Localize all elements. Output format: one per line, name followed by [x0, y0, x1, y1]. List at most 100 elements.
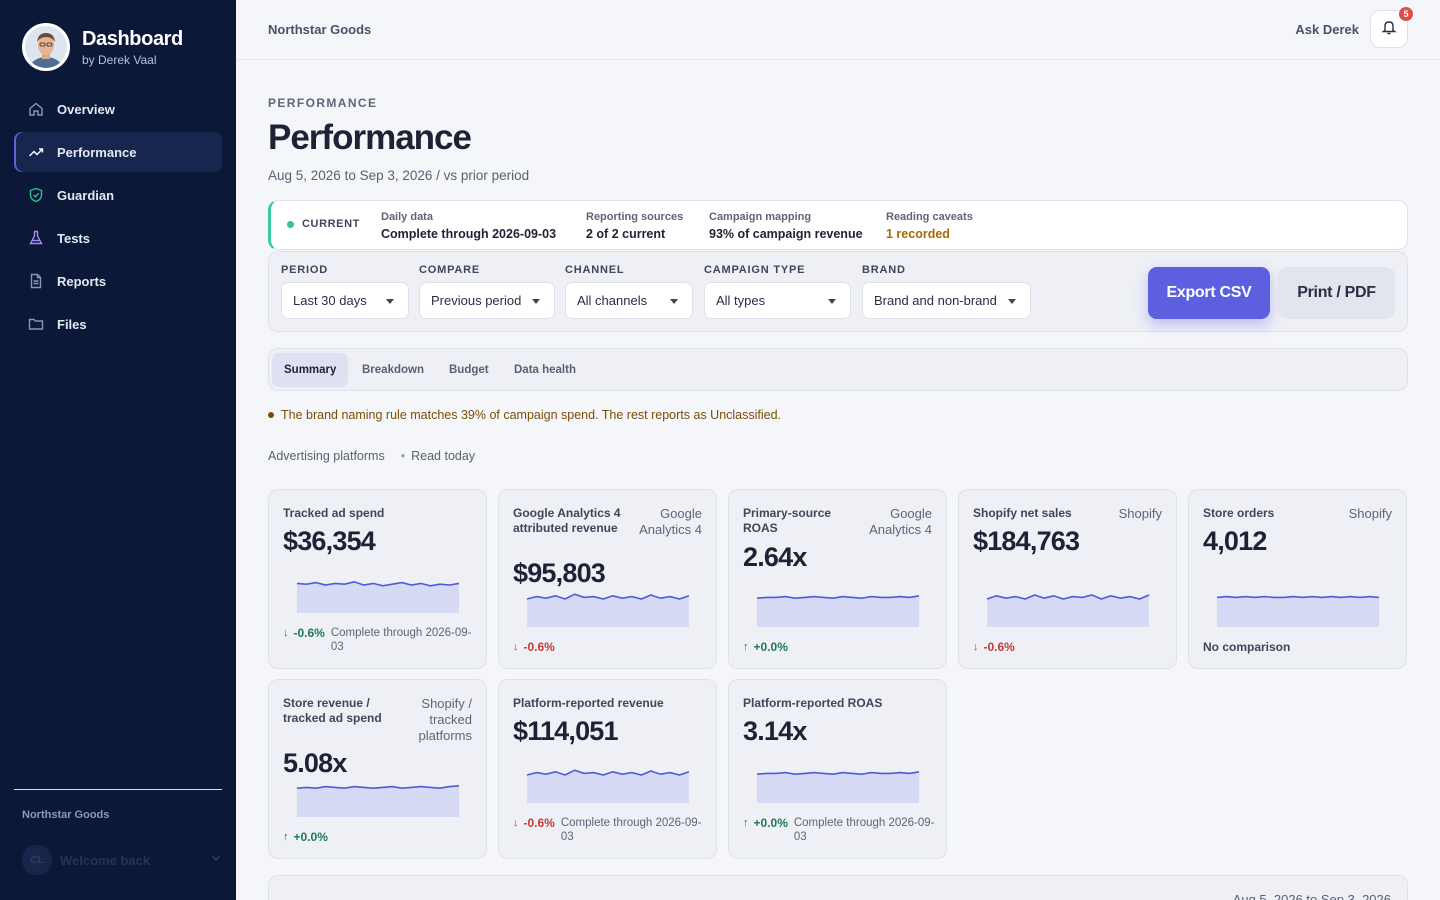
section-heading: Advertising platforms • Read today: [268, 449, 475, 463]
metric-source: Google Analytics 4: [639, 506, 702, 537]
sidebar-item-guardian[interactable]: Guardian: [14, 175, 222, 215]
arrow-down-icon: ↓: [283, 627, 289, 639]
metric-card[interactable]: Platform-reported ROAS 3.14x ↑ +0.0% Com…: [728, 679, 947, 859]
campaign-type-select[interactable]: All types: [704, 282, 851, 319]
metric-delta: ↓ -0.6%: [513, 640, 561, 655]
metric-card[interactable]: Store revenue / tracked ad spend Shopify…: [268, 679, 487, 859]
metric-label: Shopify net sales: [973, 506, 1072, 520]
metric-value: $95,803: [513, 558, 606, 588]
period-select[interactable]: Last 30 days: [281, 282, 409, 319]
status-reading-caveats[interactable]: Reading caveats 1 recorded: [886, 210, 973, 243]
tab-data-health[interactable]: Data health: [514, 364, 576, 376]
channel-select[interactable]: All channels: [565, 282, 693, 319]
metric-card[interactable]: Platform-reported revenue $114,051 ↓ -0.…: [498, 679, 717, 859]
sparkline: [526, 593, 690, 627]
status-campaign-mapping: Campaign mapping 93% of campaign revenue: [709, 210, 863, 243]
status-label: Reporting sources: [586, 211, 684, 223]
delta-note: Complete through 2026-09-03: [793, 817, 935, 843]
brand-filter: BRAND Brand and non-brand: [862, 264, 1031, 319]
avatar[interactable]: [22, 23, 70, 71]
org-name: Northstar Goods: [268, 22, 372, 37]
metric-delta: ↑ +0.0% Complete through 2026-09-03: [743, 816, 938, 844]
print-pdf-button[interactable]: Print / PDF: [1278, 267, 1395, 319]
sidebar: Dashboard by Derek Vaal Overview Perform…: [0, 0, 236, 900]
notice-text: The brand naming rule matches 39% of cam…: [281, 408, 782, 422]
tab-budget[interactable]: Budget: [449, 364, 489, 376]
compare-select[interactable]: Previous period: [419, 282, 555, 319]
select-value: All types: [716, 293, 766, 308]
notification-count-badge: 5: [1399, 7, 1413, 21]
panel-date-range: Aug 5, 2026 to Sep 3, 2026: [1232, 892, 1391, 900]
metric-value: $184,763: [973, 526, 1080, 556]
metric-value: 4,012: [1203, 526, 1267, 556]
page-title: Performance: [268, 118, 472, 157]
metric-value: $36,354: [283, 526, 376, 556]
brand-rule-notice: The brand naming rule matches 39% of cam…: [268, 408, 781, 422]
metric-label: Platform-reported revenue: [513, 696, 664, 710]
sidebar-item-files[interactable]: Files: [14, 304, 222, 344]
sparkline-area: [527, 594, 689, 627]
metric-value: 5.08x: [283, 748, 347, 778]
period-filter: PERIOD Last 30 days: [281, 264, 409, 319]
arrow-down-icon: ↓: [513, 817, 519, 829]
document-icon: [28, 273, 44, 289]
arrow-up-icon: ↑: [743, 817, 749, 829]
caret-down-icon: [1008, 299, 1016, 304]
trend-panel: Aug 5, 2026 to Sep 3, 2026: [268, 875, 1408, 900]
view-tabs: Summary Breakdown Budget Data health: [268, 348, 1408, 391]
metric-card[interactable]: Tracked ad spend $36,354 ↓ -0.6% Complet…: [268, 489, 487, 669]
app-subtitle: by Derek Vaal: [82, 52, 157, 67]
status-value: 2 of 2 current: [586, 227, 666, 241]
metric-label: Store revenue / tracked ad spend: [283, 696, 382, 725]
tab-summary[interactable]: Summary: [272, 353, 349, 387]
metric-label: Tracked ad spend: [283, 506, 385, 520]
sidebar-item-label: Guardian: [57, 187, 115, 203]
status-dot-icon: [287, 220, 294, 228]
metric-card[interactable]: Store orders Shopify 4,012 No comparison: [1188, 489, 1407, 669]
tab-breakdown[interactable]: Breakdown: [362, 364, 424, 376]
metric-label: Primary-source ROAS: [743, 506, 832, 535]
metric-label: Store orders: [1203, 506, 1275, 520]
export-csv-button[interactable]: Export CSV: [1148, 267, 1270, 319]
trend-icon: [28, 144, 44, 160]
sparkline: [296, 580, 460, 613]
sidebar-item-label: Reports: [57, 273, 107, 289]
read-status: Read today: [411, 449, 476, 463]
filter-bar: PERIOD Last 30 days COMPARE Previous per…: [268, 251, 1408, 332]
caret-down-icon: [670, 299, 678, 304]
filter-label: CAMPAIGN TYPE: [704, 264, 806, 276]
sidebar-item-label: Files: [57, 316, 87, 332]
section-title: Advertising platforms: [268, 449, 385, 463]
sidebar-item-performance[interactable]: Performance: [14, 132, 222, 172]
delta-value: +0.0%: [293, 830, 328, 844]
sparkline-area: [1217, 596, 1379, 627]
sparkline-line: [756, 595, 920, 600]
metric-source: Shopify: [1348, 506, 1392, 521]
status-label: Reading caveats: [886, 211, 973, 223]
data-status-card: CURRENT Daily data Complete through 2026…: [268, 200, 1408, 250]
metric-card[interactable]: Primary-source ROAS Google Analytics 4 2…: [728, 489, 947, 669]
status-daily-data: Daily data Complete through 2026-09-03: [381, 210, 556, 243]
ask-derek-link[interactable]: Ask Derek: [1295, 22, 1359, 37]
notifications-button[interactable]: 5: [1370, 7, 1413, 48]
metric-delta: ↓ -0.6% Complete through 2026-09-03: [283, 626, 478, 654]
sparkline: [756, 771, 920, 803]
metric-value: $114,051: [513, 716, 619, 746]
status-value: Complete through 2026-09-03: [381, 227, 557, 241]
metric-delta: ↓ -0.6%: [973, 640, 1021, 655]
sidebar-item-reports[interactable]: Reports: [14, 261, 222, 301]
select-value: Brand and non-brand: [874, 293, 997, 308]
delta-value: -0.6%: [293, 626, 325, 640]
brand-select[interactable]: Brand and non-brand: [862, 282, 1031, 319]
metric-source: Shopify / tracked platforms: [418, 696, 472, 743]
sidebar-item-overview[interactable]: Overview: [14, 89, 222, 129]
sidebar-item-tests[interactable]: Tests: [14, 218, 222, 258]
user-menu[interactable]: CL Welcome back: [22, 844, 222, 876]
metric-card[interactable]: Shopify net sales Shopify $184,763 ↓ -0.…: [958, 489, 1177, 669]
caret-down-icon: [828, 299, 836, 304]
bullet-icon: [268, 412, 274, 418]
sidebar-item-label: Overview: [57, 101, 115, 117]
status-label: Campaign mapping: [709, 211, 812, 223]
sparkline: [756, 595, 920, 627]
metric-card[interactable]: Google Analytics 4 attributed revenue Go…: [498, 489, 717, 669]
